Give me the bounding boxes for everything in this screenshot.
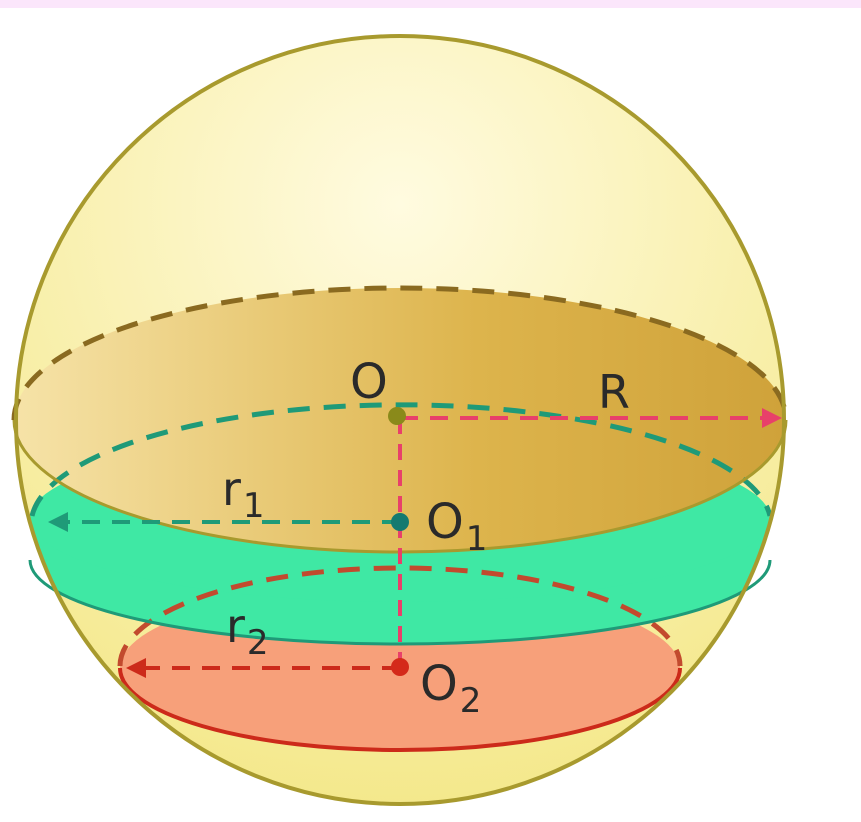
top-strip	[0, 0, 861, 8]
label-r1-main: r	[222, 462, 241, 516]
label-O1: O1	[426, 494, 487, 559]
center-point-O1	[391, 513, 409, 531]
label-O: O	[350, 354, 388, 410]
center-point-O	[388, 407, 406, 425]
label-O2: O2	[420, 656, 481, 721]
label-O2-sub: 2	[460, 681, 482, 721]
label-O1-sub: 1	[466, 519, 488, 559]
label-r2: r2	[226, 599, 269, 663]
label-r2-main: r	[226, 599, 245, 653]
red-front-edge	[118, 667, 682, 752]
green-back-edge	[29, 402, 773, 517]
green-front-edge	[28, 559, 772, 646]
label-O2-main: O	[420, 656, 458, 712]
label-r1: r1	[222, 462, 265, 526]
center-point-O2	[391, 658, 409, 676]
label-r2-sub: 2	[247, 623, 269, 663]
equator-back-edge	[11, 285, 789, 421]
label-O1-main: O	[426, 494, 464, 550]
label-r1-sub: 1	[243, 486, 265, 526]
sphere-outline	[14, 34, 786, 806]
label-R: R	[598, 365, 630, 419]
